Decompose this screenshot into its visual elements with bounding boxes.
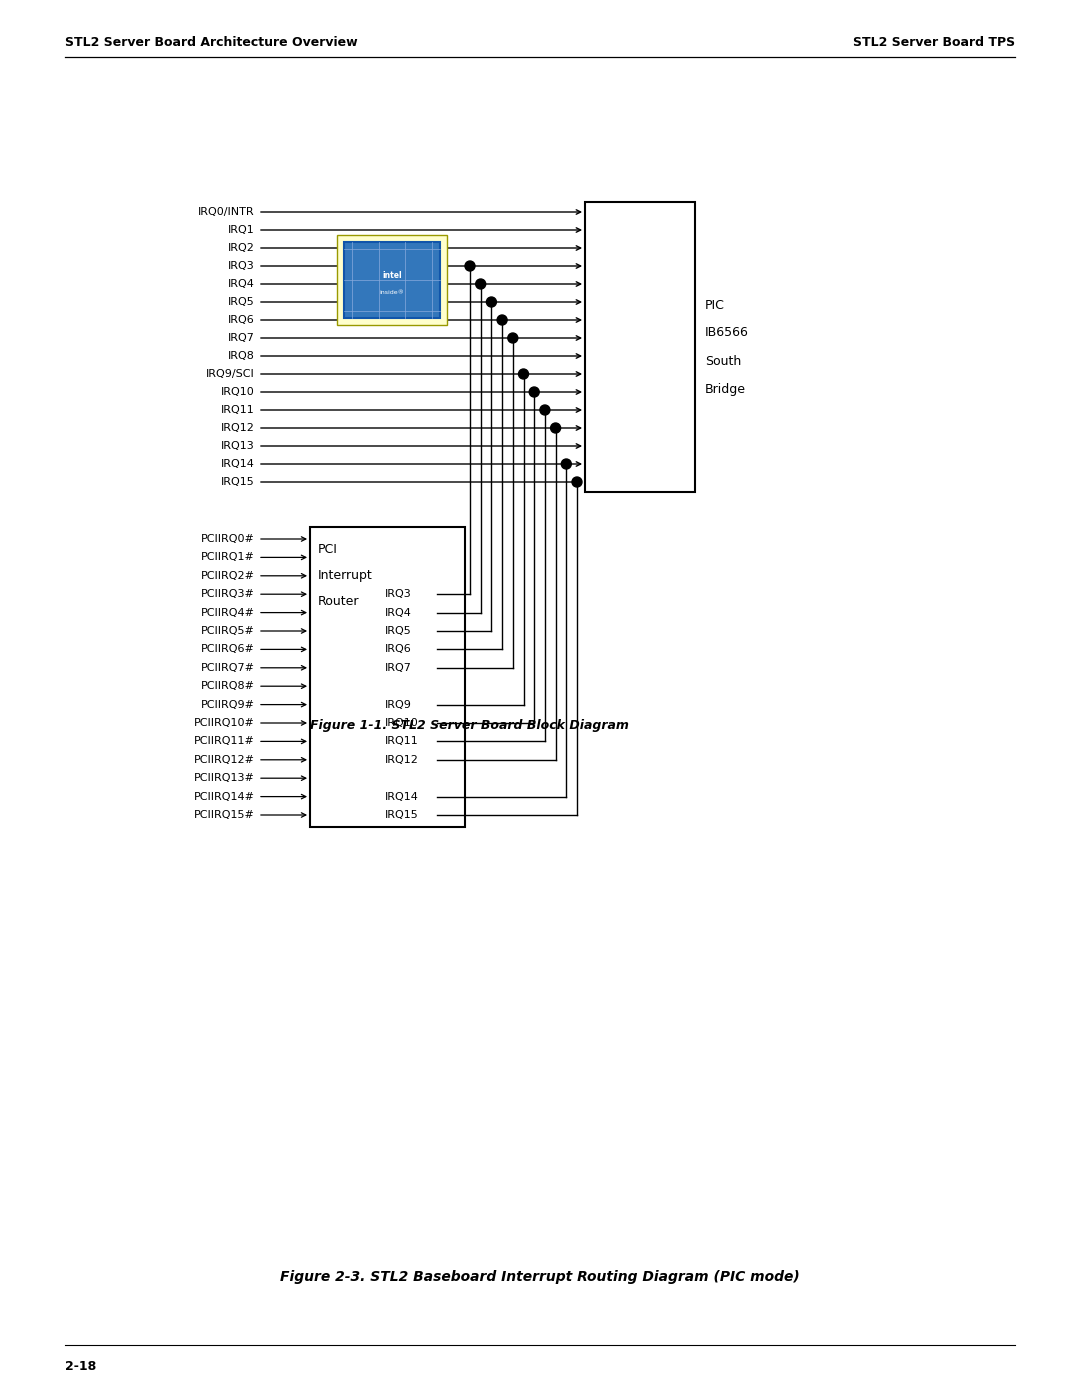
- Circle shape: [572, 476, 582, 488]
- Text: IRQ4: IRQ4: [384, 608, 411, 617]
- Circle shape: [551, 423, 561, 433]
- Text: IRQ9/SCI: IRQ9/SCI: [206, 369, 255, 379]
- Text: PCIIRQ9#: PCIIRQ9#: [201, 700, 255, 710]
- Text: IRQ2: IRQ2: [228, 243, 255, 253]
- Text: PCIIRQ8#: PCIIRQ8#: [201, 682, 255, 692]
- Text: Figure 2-3. STL2 Baseboard Interrupt Routing Diagram (PIC mode): Figure 2-3. STL2 Baseboard Interrupt Rou…: [280, 1270, 800, 1284]
- Text: STL2 Server Board Architecture Overview: STL2 Server Board Architecture Overview: [65, 35, 357, 49]
- Text: IRQ15: IRQ15: [221, 476, 255, 488]
- Text: IRQ4: IRQ4: [228, 279, 255, 289]
- Circle shape: [497, 314, 508, 326]
- Text: IRQ9: IRQ9: [384, 700, 411, 710]
- Bar: [585, 203, 696, 492]
- Text: IRQ5: IRQ5: [228, 298, 255, 307]
- Text: PIC: PIC: [705, 299, 725, 312]
- Circle shape: [562, 460, 571, 469]
- Text: 2-18: 2-18: [65, 1361, 96, 1373]
- Text: IRQ3: IRQ3: [384, 590, 411, 599]
- Text: IRQ7: IRQ7: [384, 662, 411, 673]
- Text: IB6566: IB6566: [705, 327, 748, 339]
- Text: PCIIRQ14#: PCIIRQ14#: [194, 792, 255, 802]
- Circle shape: [529, 387, 539, 397]
- Text: PCIIRQ10#: PCIIRQ10#: [194, 718, 255, 728]
- Text: PCIIRQ5#: PCIIRQ5#: [201, 626, 255, 636]
- Text: IRQ11: IRQ11: [221, 405, 255, 415]
- Bar: [345, 242, 440, 319]
- Text: IRQ11: IRQ11: [384, 736, 419, 746]
- Circle shape: [486, 298, 497, 307]
- Text: PCIIRQ4#: PCIIRQ4#: [201, 608, 255, 617]
- Text: IRQ10: IRQ10: [221, 387, 255, 397]
- Text: IRQ6: IRQ6: [384, 644, 411, 654]
- Text: intel: intel: [382, 271, 402, 279]
- Text: PCI: PCI: [318, 542, 338, 556]
- Circle shape: [540, 405, 550, 415]
- Text: IRQ14: IRQ14: [384, 792, 419, 802]
- Text: IRQ8: IRQ8: [228, 351, 255, 360]
- Circle shape: [518, 369, 528, 379]
- Text: IRQ1: IRQ1: [228, 225, 255, 235]
- Text: South: South: [705, 355, 741, 367]
- Bar: [337, 235, 447, 326]
- Text: Router: Router: [318, 595, 360, 608]
- Text: IRQ10: IRQ10: [384, 718, 419, 728]
- Text: PCIIRQ6#: PCIIRQ6#: [201, 644, 255, 654]
- Text: PCIIRQ11#: PCIIRQ11#: [194, 736, 255, 746]
- Text: PCIIRQ3#: PCIIRQ3#: [201, 590, 255, 599]
- Text: PCIIRQ15#: PCIIRQ15#: [194, 810, 255, 820]
- Text: STL2 Server Board TPS: STL2 Server Board TPS: [853, 35, 1015, 49]
- Text: IRQ0/INTR: IRQ0/INTR: [199, 207, 255, 217]
- Text: IRQ6: IRQ6: [228, 314, 255, 326]
- Text: Interrupt: Interrupt: [318, 569, 373, 581]
- Circle shape: [465, 261, 475, 271]
- Text: IRQ15: IRQ15: [384, 810, 419, 820]
- Text: IRQ7: IRQ7: [228, 332, 255, 344]
- Text: PCIIRQ2#: PCIIRQ2#: [201, 571, 255, 581]
- Text: Bridge: Bridge: [705, 383, 746, 395]
- Text: IRQ3: IRQ3: [228, 261, 255, 271]
- Text: IRQ13: IRQ13: [221, 441, 255, 451]
- Text: PCIIRQ1#: PCIIRQ1#: [201, 552, 255, 563]
- Bar: [310, 527, 465, 827]
- Text: IRQ12: IRQ12: [221, 423, 255, 433]
- Text: IRQ5: IRQ5: [384, 626, 411, 636]
- Text: IRQ12: IRQ12: [384, 754, 419, 764]
- Circle shape: [508, 332, 517, 344]
- Text: PCIIRQ12#: PCIIRQ12#: [194, 754, 255, 764]
- Text: PCIIRQ13#: PCIIRQ13#: [194, 773, 255, 784]
- Text: PCIIRQ0#: PCIIRQ0#: [201, 534, 255, 543]
- Text: PCIIRQ7#: PCIIRQ7#: [201, 662, 255, 673]
- Text: IRQ14: IRQ14: [221, 460, 255, 469]
- Text: Figure 1-1. STL2 Server Board Block Diagram: Figure 1-1. STL2 Server Board Block Diag…: [310, 718, 629, 732]
- Text: inside®: inside®: [379, 289, 404, 295]
- Circle shape: [475, 279, 486, 289]
